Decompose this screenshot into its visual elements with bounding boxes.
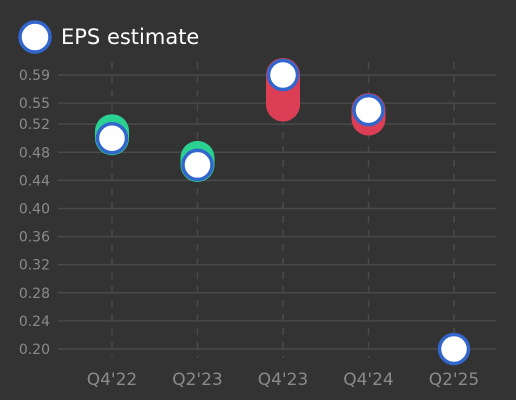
y-tick-label: 0.48 <box>19 145 50 161</box>
y-tick-label: 0.52 <box>19 117 50 133</box>
axis-labels: 0.20 0.24 0.28 0.32 0.36 0.40 0.44 0.48 0.52 0.55… <box>19 68 479 390</box>
x-tick-label: Q2'23 <box>172 370 223 390</box>
y-tick-label: 0.59 <box>19 68 50 84</box>
estimate-point <box>95 121 129 155</box>
surprise-bars <box>95 58 386 182</box>
y-tick-label: 0.36 <box>19 230 50 246</box>
x-tick-label: Q2'25 <box>429 370 480 390</box>
legend: EPS estimate <box>18 20 199 54</box>
x-tick-label: Q4'23 <box>258 370 309 390</box>
estimate-point <box>266 58 300 92</box>
y-tick-label: 0.32 <box>19 258 50 274</box>
legend-label: EPS estimate <box>61 25 199 49</box>
y-tick-label: 0.28 <box>19 286 50 302</box>
y-tick-label: 0.55 <box>19 96 50 112</box>
legend-marker <box>18 20 52 54</box>
estimate-point <box>352 93 385 127</box>
estimate-point <box>437 332 471 366</box>
grid <box>58 62 496 358</box>
estimate-markers <box>95 58 471 366</box>
x-tick-label: Q4'22 <box>87 370 138 390</box>
y-tick-label: 0.44 <box>19 173 50 189</box>
y-tick-label: 0.20 <box>19 342 50 358</box>
y-tick-label: 0.24 <box>19 314 50 330</box>
estimate-point <box>181 148 214 182</box>
y-tick-label: 0.40 <box>19 201 50 217</box>
x-tick-label: Q4'24 <box>343 370 394 390</box>
